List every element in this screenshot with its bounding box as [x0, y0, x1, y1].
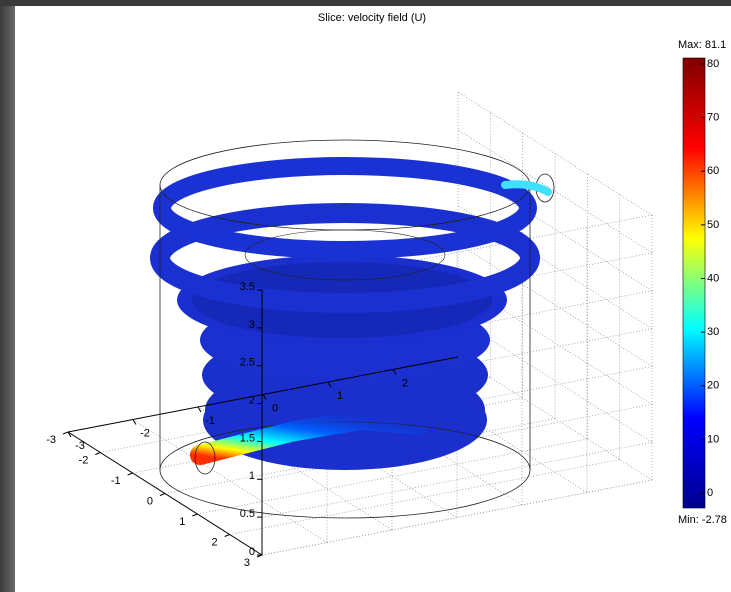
z-tick-label: 1.5: [240, 432, 255, 444]
y-tick: [192, 514, 197, 516]
window-edge: [0, 0, 15, 592]
chart: Slice: velocity field (U) 0 0.5 1 1.5 2 2.5 3 3…: [0, 0, 731, 592]
y-tick: [128, 473, 133, 475]
x-tick-label: 1: [337, 390, 343, 402]
z-tick-label: 1: [249, 470, 255, 482]
z-tick-label: 0.5: [240, 508, 255, 520]
colorbar: [683, 58, 705, 508]
grid-line: [230, 460, 620, 535]
x-tick: [133, 420, 136, 425]
y-tick-label: 2: [212, 536, 218, 548]
y-tick: [160, 494, 165, 496]
y-tick-label: -3: [46, 434, 56, 446]
y-tick-label: -1: [111, 475, 121, 487]
colorbar-tick-label: 30: [707, 326, 719, 338]
y-tick: [63, 432, 68, 434]
x-tick-label: -1: [205, 415, 215, 427]
y-tick: [95, 453, 100, 455]
colorbar-tick-label: 40: [707, 272, 719, 284]
colorbar-tick-label: 70: [707, 111, 719, 123]
colorbar-tick-label: 10: [707, 433, 719, 445]
colorbar-tick-label: 20: [707, 380, 719, 392]
colorbar-tick-label: 60: [707, 165, 719, 177]
z-tick-label: 2.5: [240, 357, 255, 369]
geometry: [160, 140, 554, 518]
colorbar-tick-label: 80: [707, 58, 719, 70]
colorbar-tick-label: 50: [707, 219, 719, 231]
chart-title: Slice: velocity field (U): [318, 12, 426, 24]
y-tick-label: 3: [244, 557, 250, 569]
y-tick-label: 0: [147, 495, 153, 507]
y-tick-label: -2: [79, 454, 89, 466]
colorbar-max: Max: 81.1: [678, 39, 726, 51]
x-tick: [198, 407, 201, 412]
window-top: [0, 0, 731, 6]
x-tick-label: 0: [272, 402, 278, 414]
colorbar-tick-label: 0: [707, 487, 713, 499]
colorbar-min: Min: -2.78: [678, 514, 727, 526]
z-tick-label: 3: [249, 319, 255, 331]
y-tick: [225, 535, 230, 537]
y-tick-label: 1: [179, 516, 185, 528]
x-tick-label: -2: [140, 427, 150, 439]
z-tick-label: 3.5: [240, 281, 255, 293]
x-tick-label: 2: [402, 377, 408, 389]
